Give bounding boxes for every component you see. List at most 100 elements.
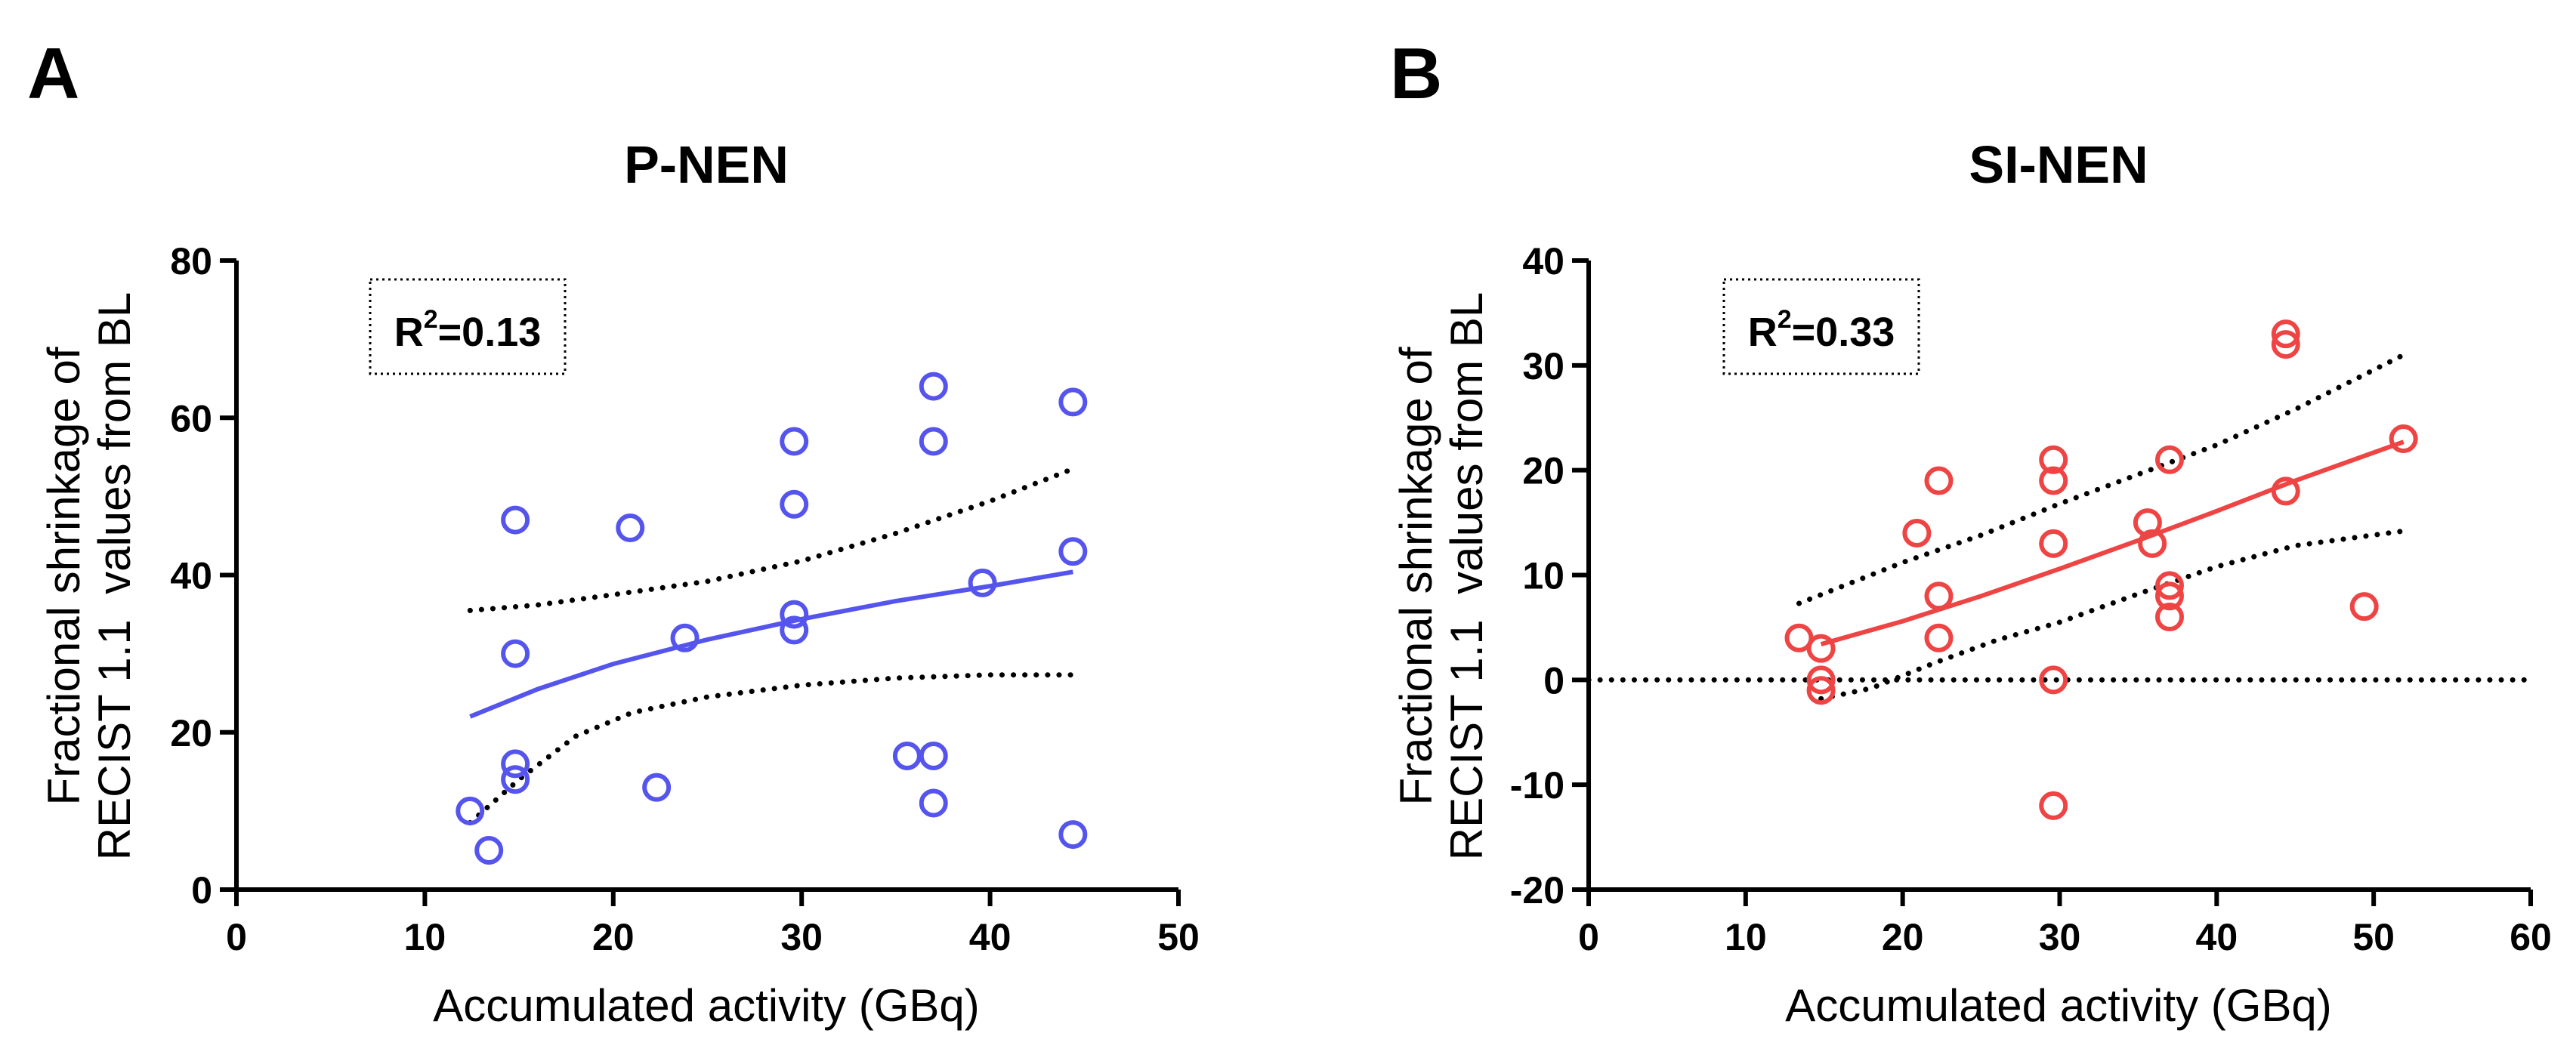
- panel-a-y-tick-label: 80: [170, 240, 212, 282]
- panel-a-data-point: [474, 835, 504, 865]
- panel-b-y-ticks: -20 -10 0 10 20 30 40: [1510, 240, 1589, 911]
- panel-b-data-point: [2154, 603, 2184, 632]
- panel-b-confidence-band: [1796, 352, 2407, 702]
- panel-b-y-tick-label: -20: [1510, 869, 1564, 911]
- panel-a-data-point: [780, 615, 809, 645]
- panel-b-data-point: [1924, 623, 1954, 652]
- svg-text:R2=0.33: R2=0.33: [1748, 305, 1895, 355]
- panel-b-data-point: [1806, 676, 1836, 705]
- panel-a-data-point: [892, 741, 922, 770]
- panel-b-x-tick-label: 10: [1725, 916, 1767, 958]
- panel-a-data-point: [919, 372, 948, 401]
- panel-b-data-point: [2039, 445, 2068, 474]
- panel-b-data-point: [2271, 477, 2300, 506]
- panel-a-data-point: [919, 788, 948, 818]
- panel-b-data-point: [2039, 665, 2068, 695]
- panel-a-ci-upper-line: [467, 466, 1076, 613]
- panel-a-r2-value: =0.13: [438, 310, 542, 355]
- panel-b-data-point: [2154, 581, 2184, 611]
- panel-a-data-point: [670, 623, 700, 652]
- panel-b-y-tick-label: 0: [1543, 659, 1564, 702]
- panel-a-x-tick-label: 30: [780, 916, 823, 958]
- panel-b-data-point: [2039, 791, 2068, 820]
- panel-b-data-point: [2389, 424, 2418, 454]
- panel-a-chart: A P-NEN Fractional shrinkage of RECIST 1…: [27, 33, 1200, 1031]
- panel-b-data-point: [2271, 330, 2300, 359]
- panel-a-data-point: [501, 749, 530, 779]
- panel-a-x-tick-label: 20: [592, 916, 635, 958]
- panel-a-data-point: [501, 505, 530, 535]
- panel-b-y-tick-label: 40: [1522, 240, 1564, 282]
- panel-a-data-point: [780, 427, 809, 456]
- panel-b-data-point: [1806, 665, 1836, 695]
- panel-a-letter: A: [27, 33, 79, 114]
- panel-b-y-tick-label: 20: [1522, 450, 1564, 492]
- panel-b-data-points: [1784, 319, 2418, 820]
- panel-b-x-tick-label: 60: [2510, 916, 2552, 958]
- panel-b-x-tick-label: 30: [2039, 916, 2081, 958]
- panel-a-r2-sup: 2: [424, 305, 438, 334]
- panel-b-y-axis-label-line-2: RECIST 1.1 values from BL: [1441, 292, 1492, 861]
- panel-a-x-ticks: 0 10 20 30 40 50: [226, 890, 1200, 958]
- panel-b-y-axis-label: Fractional shrinkage of RECIST 1.1 value…: [1391, 292, 1492, 861]
- panel-a-x-tick-label: 0: [226, 916, 247, 958]
- panel-a-title: P-NEN: [624, 135, 789, 194]
- panel-a-confidence-band: [467, 466, 1076, 825]
- panel-b-data-point: [1924, 581, 1954, 611]
- panel-a-y-axis-label: Fractional shrinkage of RECIST 1.1 value…: [39, 292, 140, 861]
- panel-b-ci-lower-line: [1818, 528, 2407, 702]
- panel-a-ci-lower-line: [467, 672, 1076, 825]
- panel-b-letter: B: [1390, 33, 1442, 114]
- panel-b-r2-sup: 2: [1778, 305, 1792, 334]
- panel-b-x-tick-label: 0: [1578, 916, 1599, 958]
- panel-b-data-point: [2154, 571, 2184, 600]
- panel-a-data-point: [642, 773, 672, 802]
- panel-b-x-tick-label: 50: [2352, 916, 2395, 958]
- panel-b-r2-value: =0.33: [1792, 310, 1895, 355]
- panel-a-data-point: [1058, 387, 1088, 417]
- panel-a-data-point: [968, 568, 997, 597]
- panel-b-ci-upper-line: [1796, 352, 2407, 606]
- panel-a-data-point: [780, 600, 809, 629]
- panel-a-y-axis-label-line-1: Fractional shrinkage of: [39, 347, 89, 805]
- panel-a-data-points: [456, 372, 1088, 865]
- panel-a-r2-annotation: R2=0.13: [369, 278, 567, 375]
- panel-a-y-ticks: 0 20 40 60 80: [170, 240, 236, 911]
- panel-b-r2-prefix: R: [1748, 310, 1778, 355]
- panel-b-data-point: [2154, 445, 2184, 474]
- panel-b-data-point: [1806, 634, 1836, 663]
- panel-a-data-point: [1058, 820, 1088, 850]
- panel-b-data-point: [2138, 529, 2167, 558]
- panel-b-x-tick-label: 40: [2196, 916, 2238, 958]
- panel-b-data-point: [2349, 592, 2379, 621]
- panel-b-regression-line: [1820, 440, 2405, 646]
- panel-a-y-tick-label: 60: [170, 397, 212, 440]
- svg-text:R2=0.13: R2=0.13: [394, 305, 542, 355]
- panel-a-data-point: [780, 489, 809, 519]
- panel-b-data-point: [1784, 623, 1814, 652]
- panel-a-x-tick-label: 10: [404, 916, 446, 958]
- panel-a-data-point: [919, 427, 948, 456]
- panel-a-data-point: [1058, 537, 1088, 566]
- panel-a-x-tick-label: 50: [1157, 916, 1200, 958]
- panel-a-x-tick-label: 40: [969, 916, 1012, 958]
- panel-b-y-axis-label-line-1: Fractional shrinkage of: [1391, 347, 1441, 805]
- panel-b-y-tick-label: 10: [1522, 555, 1564, 597]
- panel-b-y-tick-label: -10: [1510, 764, 1564, 807]
- panel-a-y-tick-label: 40: [170, 555, 212, 597]
- panel-a-x-axis-label: Accumulated activity (GBq): [433, 980, 980, 1031]
- panel-a-y-tick-label: 0: [191, 869, 212, 911]
- panel-b-chart: B SI-NEN Fractional shrinkage of RECIST …: [1390, 33, 2552, 1031]
- panel-b-data-point: [1924, 466, 1954, 495]
- panel-a-data-point: [456, 796, 485, 825]
- panel-a-data-point: [501, 765, 530, 794]
- panel-b-data-point: [2039, 466, 2068, 495]
- panel-b-title: SI-NEN: [1969, 135, 2148, 194]
- panel-b-x-ticks: 0 10 20 30 40 50 60: [1578, 890, 2552, 958]
- panel-b-data-point: [2271, 319, 2300, 349]
- panel-b-x-axis-label: Accumulated activity (GBq): [1785, 980, 2332, 1031]
- panel-a-data-point: [501, 639, 530, 668]
- panel-a-y-axis-label-line-2: RECIST 1.1 values from BL: [89, 292, 140, 861]
- panel-a-data-point: [616, 514, 645, 543]
